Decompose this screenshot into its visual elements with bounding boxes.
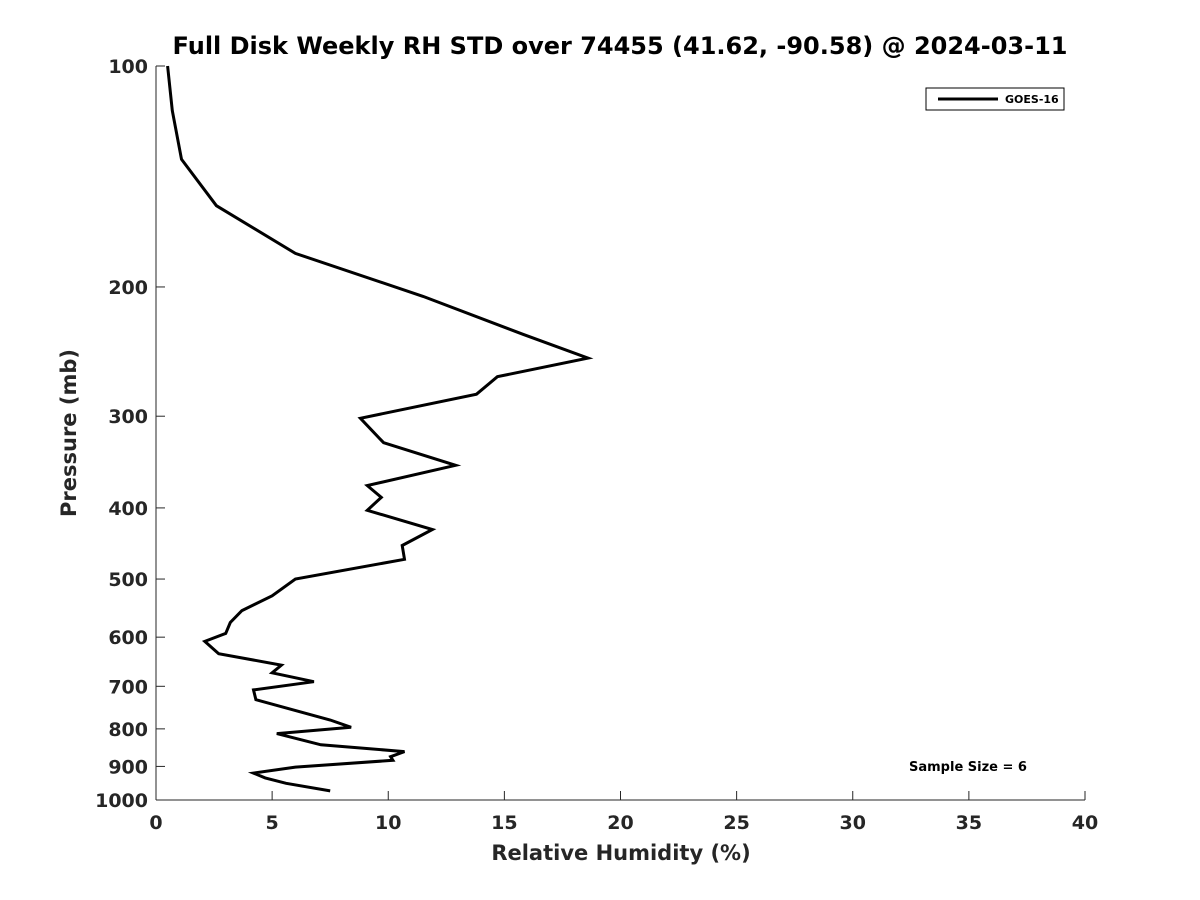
y-tick-label-600: 600 [108,627,148,649]
x-tick-label-0: 0 [149,812,162,834]
ticks: 0 5 10 15 20 25 30 35 40 100 200 300 400 500 600 700 800… [95,56,1098,834]
y-tick-label-1000: 1000 [95,790,148,812]
y-tick-label-800: 800 [108,719,148,741]
legend: GOES-16 [925,87,1065,111]
y-tick-label-500: 500 [108,569,148,591]
x-axis-label: Relative Humidity (%) [491,841,750,865]
x-tick-label-20: 20 [607,812,633,834]
chart-title: Full Disk Weekly RH STD over 74455 (41.6… [173,32,1068,60]
y-tick-label-300: 300 [108,406,148,428]
x-tick-label-35: 35 [956,812,982,834]
y-tick-label-400: 400 [108,498,148,520]
y-tick-label-700: 700 [108,676,148,698]
x-tick-label-30: 30 [840,812,866,834]
series-layer [166,65,594,793]
series-line-goes-16 [166,65,594,793]
sample-size-annotation: Sample Size = 6 [909,760,1027,775]
legend-label-goes-16: GOES-16 [1005,93,1059,106]
y-tick-label-200: 200 [108,277,148,299]
x-tick-label-5: 5 [266,812,279,834]
x-tick-label-10: 10 [375,812,401,834]
x-tick-label-15: 15 [491,812,517,834]
y-tick-label-900: 900 [108,756,148,778]
y-tick-label-100: 100 [108,56,148,78]
x-tick-label-40: 40 [1072,812,1098,834]
y-axis-label: Pressure (mb) [57,349,81,517]
x-tick-label-25: 25 [723,812,749,834]
